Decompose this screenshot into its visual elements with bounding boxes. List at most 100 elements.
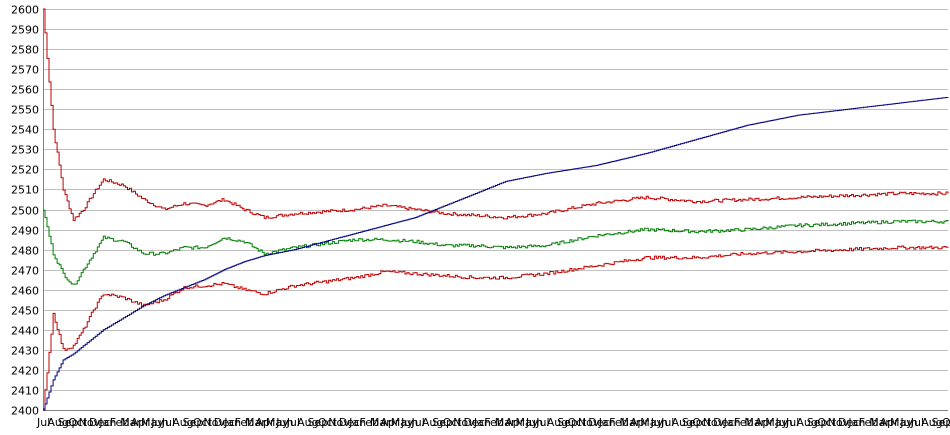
- y-tick-label: 2480: [11, 245, 39, 258]
- series-line-3: [43, 245, 949, 410]
- x-tick-label: Mar: [245, 416, 266, 429]
- x-tick-label: Jan: [847, 416, 865, 429]
- x-tick-label: Oct: [443, 416, 463, 429]
- x-tick-label: Oct: [68, 416, 88, 429]
- x-tick-label: Jun: [650, 416, 668, 429]
- y-tick-label: 2590: [11, 24, 39, 37]
- x-tick-label: Jul: [910, 416, 924, 429]
- x-tick-label: Dec: [713, 416, 734, 429]
- y-tick-label: 2600: [11, 4, 39, 17]
- x-tick-label: Sep: [432, 416, 453, 429]
- x-tick-label: Jun: [400, 416, 418, 429]
- x-tick-label: May: [516, 416, 539, 429]
- x-tick-label: Aug: [297, 416, 318, 429]
- y-tick-label: 2430: [11, 345, 39, 358]
- x-tick-label: Jul: [36, 416, 50, 429]
- x-tick-label: Feb: [360, 416, 379, 429]
- x-tick-label: Jun: [899, 416, 917, 429]
- series-lines: [43, 8, 949, 411]
- x-tick-label: Dec: [464, 416, 485, 429]
- x-tick-label: Apr: [380, 416, 400, 429]
- x-tick-label: Dec: [339, 416, 360, 429]
- x-tick-label: Sep: [682, 416, 703, 429]
- x-tick-label: Jul: [161, 416, 175, 429]
- x-tick-label: May: [141, 416, 164, 429]
- x-tick-label: Dec: [214, 416, 235, 429]
- x-tick-label: Mar: [869, 416, 890, 429]
- x-tick-label: Jun: [275, 416, 293, 429]
- x-tick-label: Aug: [547, 416, 568, 429]
- x-tick-label: Jan: [223, 416, 241, 429]
- x-tick-label: Oct: [692, 416, 712, 429]
- x-tick-label: Feb: [609, 416, 628, 429]
- x-tick-label: Jul: [286, 416, 300, 429]
- x-tick-label: Feb: [734, 416, 753, 429]
- x-tick-label: Jun: [150, 416, 168, 429]
- x-tick-label: Jan: [348, 416, 366, 429]
- x-tick-label: Dec: [588, 416, 609, 429]
- y-tick-label: 2470: [11, 265, 39, 278]
- x-tick-label: Aug: [672, 416, 693, 429]
- x-tick-labels: JulAugSepOctNovDecJanFebMarAprMayJunJulA…: [36, 416, 950, 429]
- x-tick-label: Jan: [98, 416, 116, 429]
- x-tick-label: Sep: [932, 416, 950, 429]
- x-tick-label: Nov: [578, 416, 600, 429]
- x-tick-label: Apr: [505, 416, 525, 429]
- y-tick-label: 2580: [11, 44, 39, 57]
- x-tick-label: Aug: [47, 416, 68, 429]
- gridlines: [43, 9, 948, 411]
- x-tick-label: Nov: [79, 416, 101, 429]
- y-tick-label: 2550: [11, 104, 39, 117]
- y-tick-label: 2510: [11, 184, 39, 197]
- x-tick-label: Mar: [370, 416, 391, 429]
- x-tick-label: Apr: [880, 416, 900, 429]
- y-tick-label: 2400: [11, 405, 39, 418]
- x-tick-label: Feb: [235, 416, 254, 429]
- series-line-1: [43, 8, 949, 221]
- x-tick-label: Mar: [620, 416, 641, 429]
- y-tick-label: 2490: [11, 225, 39, 238]
- x-tick-label: Oct: [568, 416, 588, 429]
- x-tick-label: Jan: [723, 416, 741, 429]
- x-tick-label: Jul: [660, 416, 674, 429]
- x-tick-label: Sep: [308, 416, 329, 429]
- x-tick-label: Sep: [557, 416, 578, 429]
- x-tick-label: Nov: [828, 416, 850, 429]
- x-tick-label: Sep: [183, 416, 204, 429]
- y-tick-label: 2500: [11, 205, 39, 218]
- x-tick-label: Oct: [942, 416, 950, 429]
- series-line-2: [43, 209, 949, 285]
- axes: [43, 9, 948, 411]
- x-tick-label: Feb: [110, 416, 129, 429]
- x-tick-label: Mar: [495, 416, 516, 429]
- y-tick-labels: 2400 2410 2420 2430 2440 2450 2460 2470 2480 2490…: [11, 4, 39, 418]
- x-tick-label: Aug: [796, 416, 817, 429]
- x-tick-label: May: [266, 416, 289, 429]
- x-tick-label: Sep: [58, 416, 79, 429]
- x-tick-label: Nov: [328, 416, 350, 429]
- x-tick-label: Oct: [318, 416, 338, 429]
- x-tick-label: Dec: [89, 416, 110, 429]
- x-tick-label: Jun: [525, 416, 543, 429]
- x-tick-label: Aug: [172, 416, 193, 429]
- x-tick-label: Jul: [411, 416, 425, 429]
- x-tick-label: May: [391, 416, 414, 429]
- x-tick-label: Nov: [703, 416, 725, 429]
- x-tick-label: May: [640, 416, 663, 429]
- x-tick-label: May: [765, 416, 788, 429]
- x-tick-label: Feb: [859, 416, 878, 429]
- x-tick-label: Apr: [630, 416, 650, 429]
- x-tick-label: Jan: [473, 416, 491, 429]
- y-tick-label: 2460: [11, 285, 39, 298]
- x-tick-label: Aug: [422, 416, 443, 429]
- x-tick-label: Oct: [817, 416, 837, 429]
- x-tick-label: Nov: [203, 416, 225, 429]
- y-tick-label: 2560: [11, 84, 39, 97]
- y-tick-label: 2530: [11, 144, 39, 157]
- y-tick-label: 2520: [11, 164, 39, 177]
- x-tick-label: Dec: [838, 416, 859, 429]
- x-tick-label: Apr: [755, 416, 775, 429]
- x-tick-label: Sep: [807, 416, 828, 429]
- y-tick-label: 2540: [11, 124, 39, 137]
